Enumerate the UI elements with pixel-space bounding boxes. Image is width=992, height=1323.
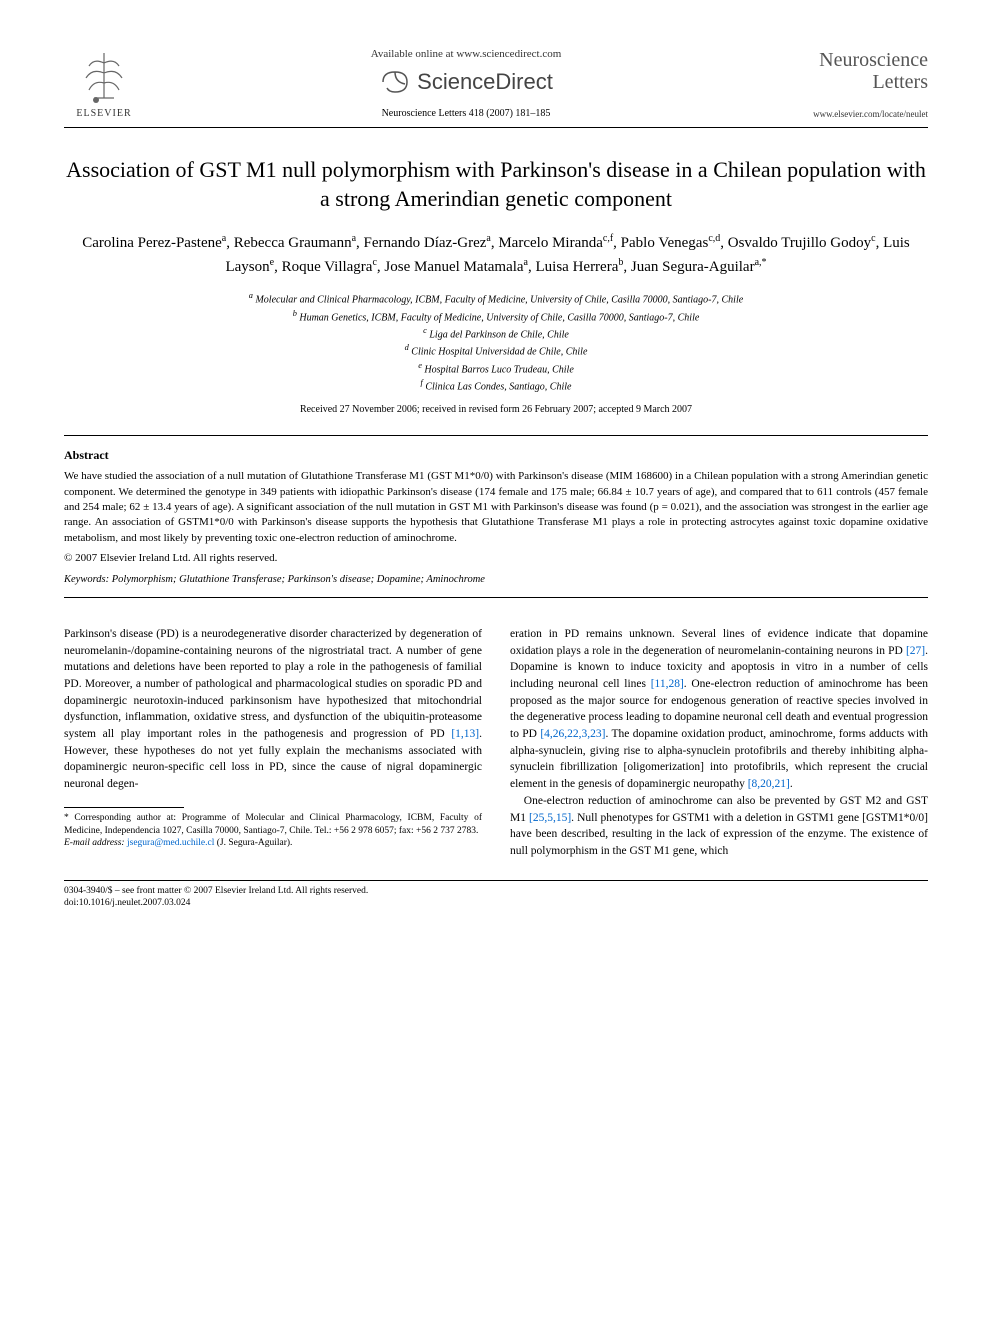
email-author-name: (J. Segura-Aguilar). — [217, 838, 293, 848]
affiliations-list: a Molecular and Clinical Pharmacology, I… — [64, 290, 928, 394]
sciencedirect-text: ScienceDirect — [417, 69, 553, 95]
keywords-text: Polymorphism; Glutathione Transferase; P… — [112, 574, 485, 585]
journal-name-line1: Neuroscience — [819, 49, 928, 71]
author-email[interactable]: jsegura@med.uchile.cl — [127, 838, 214, 848]
header-divider — [64, 127, 928, 128]
copyright-line: © 2007 Elsevier Ireland Ltd. All rights … — [64, 552, 928, 564]
journal-url: www.elsevier.com/locate/neulet — [813, 109, 928, 119]
footer-rule — [64, 880, 928, 881]
sciencedirect-brand: ScienceDirect — [379, 66, 553, 98]
footnotes: * Corresponding author at: Programme of … — [64, 812, 482, 850]
publisher-block: ELSEVIER — [64, 48, 144, 119]
body-paragraph-2: eration in PD remains unknown. Several l… — [510, 626, 928, 793]
sciencedirect-icon — [379, 66, 411, 98]
body-text: . Null phenotypes for GSTM1 with a delet… — [510, 812, 928, 857]
affiliation-item: a Molecular and Clinical Pharmacology, I… — [64, 290, 928, 307]
keywords-label: Keywords: — [64, 574, 109, 585]
abstract-bottom-divider — [64, 597, 928, 598]
publisher-name: ELSEVIER — [76, 108, 131, 119]
journal-title-block: Neuroscience Letters www.elsevier.com/lo… — [788, 49, 928, 119]
affiliation-item: e Hospital Barros Luco Trudeau, Chile — [64, 360, 928, 377]
left-column: Parkinson's disease (PD) is a neurodegen… — [64, 626, 482, 859]
body-columns: Parkinson's disease (PD) is a neurodegen… — [64, 626, 928, 859]
citation-link[interactable]: [25,5,15] — [529, 812, 571, 824]
abstract-body: We have studied the association of a nul… — [64, 469, 928, 546]
body-text: . — [790, 778, 793, 790]
footer: 0304-3940/$ – see front matter © 2007 El… — [64, 885, 928, 911]
journal-reference: Neuroscience Letters 418 (2007) 181–185 — [382, 108, 551, 119]
authors-list: Carolina Perez-Pastenea, Rebecca Grauman… — [64, 231, 928, 278]
affiliation-item: b Human Genetics, ICBM, Faculty of Medic… — [64, 308, 928, 325]
citation-link[interactable]: [27] — [906, 645, 925, 657]
journal-name: Neuroscience Letters — [819, 49, 928, 93]
header-center: Available online at www.sciencedirect.co… — [144, 48, 788, 119]
journal-name-line2: Letters — [872, 71, 928, 93]
affiliation-item: c Liga del Parkinson de Chile, Chile — [64, 325, 928, 342]
body-text: eration in PD remains unknown. Several l… — [510, 628, 928, 657]
article-title: Association of GST M1 null polymorphism … — [64, 156, 928, 213]
citation-link[interactable]: [11,28] — [651, 678, 684, 690]
citation-link[interactable]: [8,20,21] — [748, 778, 790, 790]
footer-copyright: 0304-3940/$ – see front matter © 2007 El… — [64, 885, 928, 898]
keywords-line: Keywords: Polymorphism; Glutathione Tran… — [64, 574, 928, 585]
abstract-heading: Abstract — [64, 448, 928, 463]
citation-link[interactable]: [1,13] — [451, 728, 479, 740]
corresponding-author-note: * Corresponding author at: Programme of … — [64, 812, 482, 838]
body-paragraph-3: One-electron reduction of aminochrome ca… — [510, 793, 928, 860]
citation-link[interactable]: [4,26,22,3,23] — [540, 728, 605, 740]
body-text: Parkinson's disease (PD) is a neurodegen… — [64, 628, 482, 740]
header: ELSEVIER Available online at www.science… — [64, 48, 928, 119]
footer-doi: doi:10.1016/j.neulet.2007.03.024 — [64, 897, 928, 910]
affiliation-item: f Clinica Las Condes, Santiago, Chile — [64, 377, 928, 394]
email-line: E-mail address: jsegura@med.uchile.cl (J… — [64, 837, 482, 850]
affiliation-item: d Clinic Hospital Universidad de Chile, … — [64, 342, 928, 359]
right-column: eration in PD remains unknown. Several l… — [510, 626, 928, 859]
footnote-rule — [64, 807, 184, 808]
email-label: E-mail address: — [64, 838, 125, 848]
article-dates: Received 27 November 2006; received in r… — [64, 404, 928, 415]
elsevier-tree-icon — [74, 48, 134, 108]
abstract-text: We have studied the association of a nul… — [64, 470, 928, 544]
abstract-top-divider — [64, 435, 928, 436]
available-online-text: Available online at www.sciencedirect.co… — [371, 48, 562, 60]
body-paragraph-1: Parkinson's disease (PD) is a neurodegen… — [64, 626, 482, 793]
